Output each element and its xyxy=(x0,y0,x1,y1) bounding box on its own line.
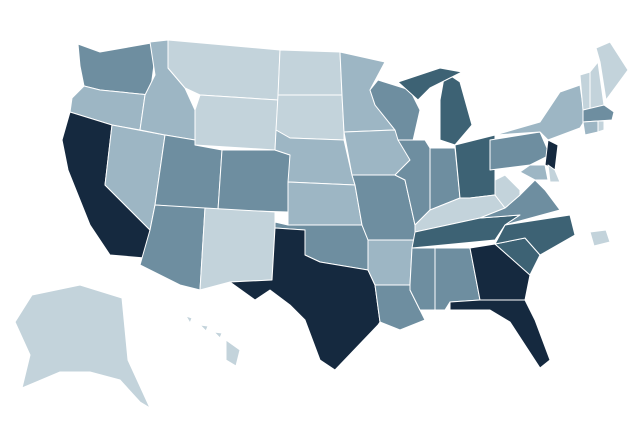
state-wy xyxy=(194,94,279,151)
state-hi xyxy=(185,315,241,367)
state-shape xyxy=(287,181,363,226)
state-wv xyxy=(494,174,521,209)
state-de xyxy=(547,164,561,183)
state-nm xyxy=(199,207,276,291)
state-shape xyxy=(229,227,381,371)
state-shape xyxy=(494,84,586,141)
state-ks xyxy=(287,181,363,226)
state-shape xyxy=(454,134,496,199)
state-ny xyxy=(494,84,586,141)
state-shape xyxy=(213,331,223,339)
state-shape xyxy=(582,104,615,123)
state-nc xyxy=(494,214,576,256)
state-sd xyxy=(275,94,345,141)
state-shape xyxy=(397,67,463,101)
state-co xyxy=(217,149,291,213)
state-nj xyxy=(544,139,559,171)
state-shape xyxy=(494,174,521,209)
state-oh xyxy=(454,134,496,199)
state-shape xyxy=(194,94,279,151)
state-md xyxy=(519,164,549,181)
state-pa xyxy=(489,131,551,171)
state-shape xyxy=(519,164,549,181)
state-shape xyxy=(589,229,611,247)
state-shape xyxy=(582,120,599,136)
state-ma xyxy=(582,104,615,123)
state-fl xyxy=(449,299,551,369)
state-me xyxy=(595,41,629,101)
state-shape xyxy=(494,214,576,256)
state-pr xyxy=(589,229,611,247)
state-ri xyxy=(597,120,605,133)
state-ct xyxy=(582,120,599,136)
state-mi xyxy=(397,67,473,146)
state-shape xyxy=(439,71,473,146)
state-shape xyxy=(199,207,276,291)
state-shape xyxy=(277,49,343,96)
state-shape xyxy=(469,243,531,301)
state-shape xyxy=(547,164,561,183)
state-shape xyxy=(217,149,291,213)
state-shape xyxy=(544,139,559,171)
state-shape xyxy=(199,324,209,332)
state-nd xyxy=(277,49,343,96)
state-shape xyxy=(489,131,551,171)
state-ga xyxy=(469,243,531,301)
state-tx xyxy=(229,227,381,371)
state-shape xyxy=(449,299,551,369)
state-shape xyxy=(185,315,193,324)
state-shape xyxy=(225,339,241,367)
state-shape xyxy=(275,94,345,141)
state-shape xyxy=(597,120,605,133)
state-shape xyxy=(595,41,629,101)
state-shape xyxy=(14,284,151,409)
state-ak xyxy=(14,284,151,409)
